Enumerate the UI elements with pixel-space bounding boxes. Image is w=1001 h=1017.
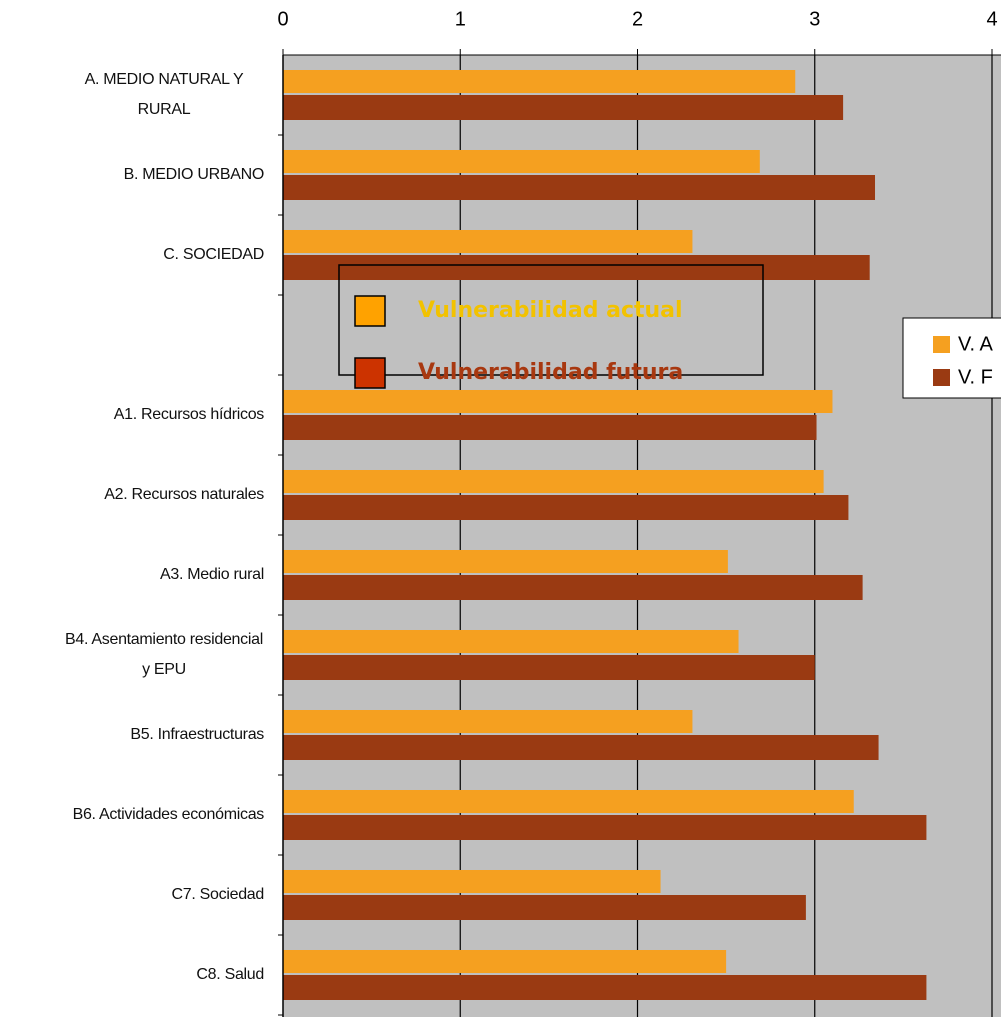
bar xyxy=(283,415,817,440)
category-text: C. SOCIEDAD xyxy=(163,246,264,263)
x-tick-label: 1 xyxy=(455,8,466,30)
bar xyxy=(283,230,693,253)
legend2-box xyxy=(902,317,1001,399)
category-label: B. MEDIO URBANO xyxy=(123,135,265,215)
bar xyxy=(283,975,927,1000)
bar xyxy=(283,550,728,573)
category-text: B. MEDIO URBANO xyxy=(123,166,265,183)
bar xyxy=(283,575,863,600)
bar xyxy=(283,710,693,733)
category-text: C7. Sociedad xyxy=(171,886,265,903)
category-text: B5. Infraestructuras xyxy=(130,726,264,743)
legend-label: Vulnerabilidad actual xyxy=(418,298,683,323)
x-tick-label: 3 xyxy=(809,8,820,30)
bar xyxy=(283,255,870,280)
category-label: C8. Salud xyxy=(196,935,264,1015)
legend2-label: V. A xyxy=(958,333,994,355)
category-label: B4. Asentamiento residencial y EPU xyxy=(64,615,264,695)
bar xyxy=(283,895,806,920)
x-tick-label: 4 xyxy=(986,8,997,30)
bar xyxy=(283,790,854,813)
bar xyxy=(283,655,815,680)
legend-swatch xyxy=(354,357,386,389)
x-tick-label: 0 xyxy=(277,8,288,30)
legend-swatch xyxy=(354,295,386,327)
x-tick-label: 2 xyxy=(632,8,643,30)
category-text: C8. Salud xyxy=(196,966,264,983)
category-label: C7. Sociedad xyxy=(171,855,265,935)
plot-area xyxy=(283,55,1001,1017)
bar xyxy=(283,150,760,173)
bar xyxy=(283,390,833,413)
bar xyxy=(283,815,927,840)
legend-box xyxy=(338,264,764,376)
bar xyxy=(283,175,876,200)
category-text: A3. Medio rural xyxy=(160,566,264,583)
bar xyxy=(283,950,727,973)
category-label: B6. Actividades económicas xyxy=(72,775,265,855)
category-label: A1. Recursos hídricos xyxy=(113,375,265,455)
bar xyxy=(283,735,879,760)
category-text: A. MEDIO NATURAL Y RURAL xyxy=(84,71,244,118)
legend2-label: V. F xyxy=(958,366,993,388)
category-label: A2. Recursos naturales xyxy=(104,455,264,535)
category-label: B5. Infraestructuras xyxy=(130,695,264,775)
legend2-swatch xyxy=(933,369,950,386)
legend-label: Vulnerabilidad futura xyxy=(418,360,683,385)
bar xyxy=(283,95,844,120)
bar xyxy=(283,630,739,653)
category-text: B4. Asentamiento residencial y EPU xyxy=(65,631,263,678)
category-label: A. MEDIO NATURAL Y RURAL xyxy=(64,55,264,135)
category-text: A1. Recursos hídricos xyxy=(113,406,265,423)
bar xyxy=(283,870,661,893)
bar xyxy=(283,470,824,493)
bar xyxy=(283,70,796,93)
category-label: C. SOCIEDAD xyxy=(163,215,264,295)
bar xyxy=(283,495,849,520)
legend2-swatch xyxy=(933,336,950,353)
category-label: A3. Medio rural xyxy=(160,535,264,615)
category-text: B6. Actividades económicas xyxy=(72,806,265,823)
category-text: A2. Recursos naturales xyxy=(104,486,264,503)
